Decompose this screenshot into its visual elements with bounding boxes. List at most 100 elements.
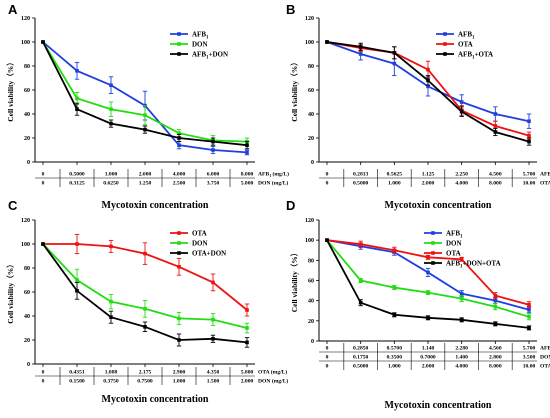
concentration-value: 0.7000 — [420, 355, 436, 361]
data-point — [527, 315, 531, 319]
data-point — [358, 52, 363, 56]
y-tick-label: 40 — [308, 299, 314, 305]
concentration-value: 0.3125 — [69, 181, 85, 187]
panel-label: A — [8, 2, 18, 17]
concentration-value: 1.000 — [105, 172, 118, 178]
concentration-value: 0.5000 — [353, 181, 369, 187]
concentration-row-label: OTA (mg/L) — [540, 363, 550, 370]
chart-panel-d: D 0 20 40 60 80 100 120 Cell viability（%） 0 0.2850… — [286, 198, 550, 411]
y-tick-label: 20 — [308, 136, 314, 142]
y-tick-label: 40 — [24, 314, 30, 320]
concentration-value: 10.00 — [523, 364, 536, 370]
concentration-value: 2.000 — [139, 172, 152, 178]
data-point — [392, 248, 397, 253]
data-point — [459, 109, 464, 114]
data-point — [41, 40, 45, 44]
legend-label: DON — [446, 240, 462, 248]
concentration-row-label: DON (mg/L) — [540, 354, 550, 361]
data-point — [358, 45, 363, 49]
concentration-value: 10.00 — [523, 181, 536, 187]
concentration-value: 4.560 — [489, 346, 502, 352]
concentration-value: 0.5000 — [69, 172, 85, 178]
concentration-value: 5.700 — [523, 172, 536, 178]
data-point — [75, 278, 79, 282]
data-point — [245, 150, 249, 155]
legend-marker — [177, 251, 181, 255]
data-point — [493, 304, 498, 309]
concentration-value: 8.000 — [241, 172, 254, 178]
y-tick-label: 20 — [308, 319, 314, 325]
concentration-value: 0.5000 — [353, 364, 369, 370]
data-point — [392, 51, 397, 55]
data-point — [177, 338, 181, 342]
x-axis-title: Mycotoxin concentration — [385, 400, 492, 411]
legend-label: AFB1​+DON — [192, 51, 228, 61]
concentration-value: 0.3500 — [387, 355, 403, 361]
concentration-value: 4.000 — [173, 172, 186, 178]
data-point — [527, 133, 531, 138]
data-point — [493, 124, 498, 128]
concentration-value: 2.000 — [241, 379, 254, 385]
concentration-value: 2.175 — [139, 370, 152, 376]
concentration-value: 2.280 — [455, 346, 468, 352]
y-tick-label: 120 — [305, 16, 314, 22]
y-tick-label: 100 — [21, 242, 30, 248]
data-point — [75, 242, 79, 246]
data-point — [109, 83, 113, 87]
data-point — [75, 289, 79, 293]
y-tick-label: 100 — [305, 238, 314, 244]
data-point — [426, 316, 430, 320]
data-point — [358, 300, 363, 305]
data-point — [426, 270, 430, 275]
concentration-row-label: AFB1​ (mg/L) — [540, 345, 550, 352]
data-point — [459, 257, 464, 262]
data-point — [177, 265, 181, 269]
concentration-value: 0 — [326, 346, 329, 352]
data-point — [245, 340, 249, 345]
data-point — [143, 127, 147, 132]
data-point — [493, 130, 498, 134]
data-point — [177, 316, 181, 321]
concentration-value: 1.125 — [422, 172, 435, 178]
concentration-value: 3.500 — [523, 355, 536, 361]
legend-label: OTA — [446, 250, 461, 258]
y-tick-label: 80 — [24, 266, 30, 272]
data-point — [493, 298, 498, 303]
legend-label: OTA+DON — [192, 250, 226, 258]
data-point — [177, 143, 181, 147]
series-line — [326, 239, 530, 318]
data-point — [527, 326, 531, 330]
data-point — [109, 299, 113, 304]
legend-label: OTA — [458, 41, 473, 49]
data-point — [527, 119, 531, 123]
concentration-value: 4.350 — [207, 370, 220, 376]
y-tick-label: 0 — [311, 160, 314, 166]
data-point — [211, 148, 215, 152]
x-axis-title: Mycotoxin concentration — [102, 200, 209, 211]
legend-label: AFB1​+DON+OTA — [446, 260, 501, 270]
data-point — [41, 242, 45, 246]
legend-label: DON — [192, 240, 208, 248]
data-point — [211, 280, 215, 285]
concentration-value: 0 — [326, 172, 329, 178]
data-point — [426, 84, 430, 89]
concentration-value: 0 — [42, 172, 45, 178]
concentration-value: 4.000 — [455, 181, 468, 187]
concentration-row-label: OTA (mg/L) — [540, 180, 550, 187]
concentration-value: 2.250 — [455, 172, 468, 178]
concentration-row-label: AFB1​ (mg/L) — [258, 171, 289, 178]
data-point — [211, 317, 215, 322]
data-point — [426, 255, 430, 260]
data-point — [459, 318, 464, 322]
data-point — [493, 112, 498, 116]
concentration-value: 5.800 — [241, 370, 254, 376]
legend-marker — [431, 241, 435, 245]
concentration-value: 0.5700 — [387, 346, 403, 352]
legend-marker — [177, 42, 181, 46]
data-point — [75, 107, 79, 111]
legend-marker — [431, 231, 435, 235]
concentration-value: 0 — [326, 364, 329, 370]
concentration-value: 1.000 — [388, 181, 401, 187]
legend-label: AFB1​ — [458, 31, 475, 41]
data-point — [358, 242, 363, 246]
